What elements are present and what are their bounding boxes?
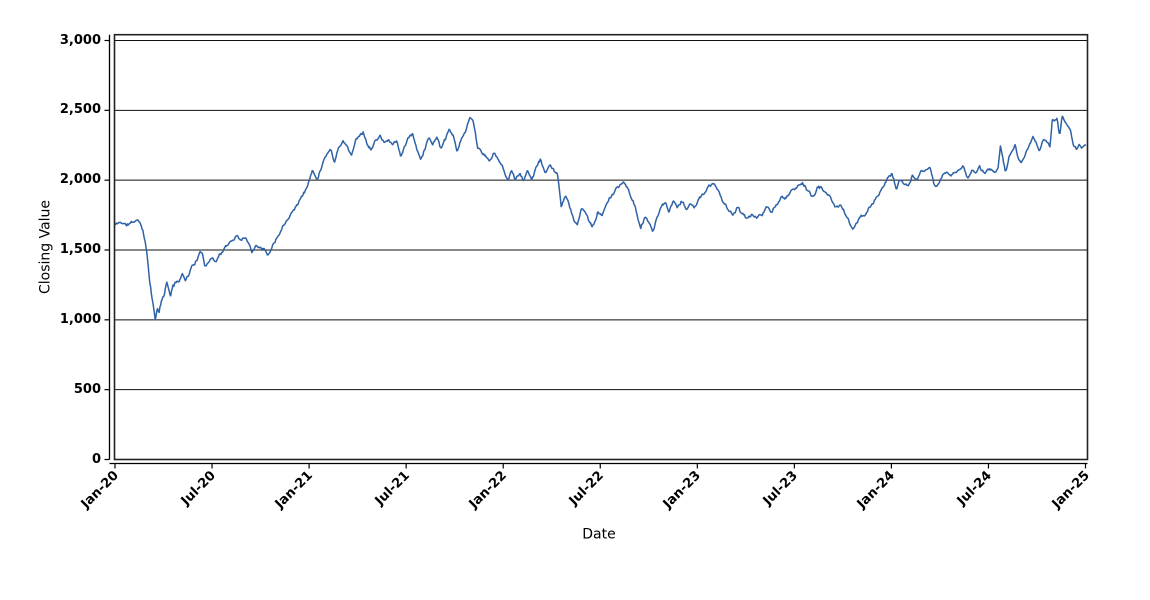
y-tick-label-2000: 2,000	[59, 172, 101, 188]
y-tick-label-0: 0	[91, 451, 101, 467]
y-tick-label-1000: 1,000	[59, 311, 101, 327]
y-tick-label-3000: 3,000	[59, 32, 101, 48]
x-axis-title: Date	[582, 526, 616, 543]
y-axis-title: Closing Value	[37, 199, 54, 295]
series-line-closing-value	[114, 115, 1087, 321]
y-tick-label-2500: 2,500	[59, 102, 101, 118]
y-tick-label-500: 500	[73, 381, 101, 397]
plot-border	[113, 33, 1089, 461]
y-tick-label-1500: 1,500	[59, 241, 101, 257]
